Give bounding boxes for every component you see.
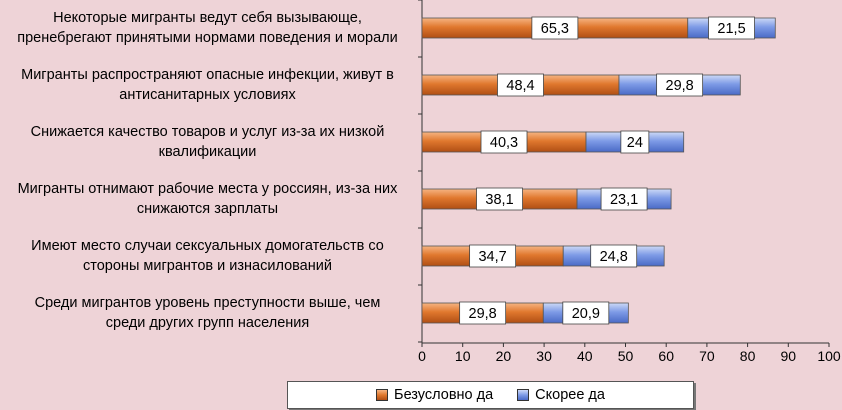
category-label: Имеют место случаи сексуальных домогател… xyxy=(31,238,384,274)
data-label: 29,8 xyxy=(666,78,694,94)
data-label: 40,3 xyxy=(490,135,518,151)
data-label-box xyxy=(469,244,517,268)
legend-swatch-blue xyxy=(517,389,530,401)
data-label-box xyxy=(476,187,523,211)
data-label: 29,8 xyxy=(469,306,497,322)
data-label: 24 xyxy=(627,135,643,151)
legend-item-series-1: Безусловно да xyxy=(376,387,493,403)
data-label: 21,5 xyxy=(717,21,745,37)
category-label: Некоторые мигранты ведут себя вызывающе,… xyxy=(17,10,398,46)
data-label-box xyxy=(562,301,610,325)
data-label-box xyxy=(708,16,755,40)
x-tick-label: 20 xyxy=(496,348,512,364)
data-label-box xyxy=(497,73,544,97)
x-tick-label: 60 xyxy=(658,348,674,364)
data-label-box xyxy=(459,301,507,325)
x-tick-label: 40 xyxy=(577,348,593,364)
data-label: 65,3 xyxy=(541,21,569,37)
bar-chart: 0 10 20 30 40 50 60 70 80 90 100 65,3 21,5 48,4 29,8 40… xyxy=(418,0,841,364)
category-label: Мигранты отнимают рабочие места у россия… xyxy=(17,181,398,217)
data-label: 20,9 xyxy=(572,306,600,322)
category-label: Мигранты распространяют опасные инфекции… xyxy=(21,67,394,103)
data-label-box xyxy=(600,187,648,211)
x-tick-label: 100 xyxy=(817,348,841,364)
category-label: Снижается качество товаров и услуг из-за… xyxy=(30,124,385,160)
data-label: 24,8 xyxy=(600,249,628,265)
legend-swatch-orange xyxy=(376,389,389,401)
data-label-box xyxy=(656,73,704,97)
data-label: 48,4 xyxy=(506,78,534,94)
data-label: 38,1 xyxy=(485,192,513,208)
legend-label: Скорее да xyxy=(535,387,605,403)
category-label: Среди мигрантов уровень преступности выш… xyxy=(34,295,381,331)
x-tick-label: 10 xyxy=(455,348,471,364)
data-label-box xyxy=(480,130,528,154)
x-tick-label: 90 xyxy=(781,348,797,364)
x-tick-label: 80 xyxy=(740,348,756,364)
x-tick-label: 70 xyxy=(699,348,715,364)
legend: Безусловно да Скорее да xyxy=(287,381,694,409)
x-tick-label: 30 xyxy=(536,348,552,364)
legend-label: Безусловно да xyxy=(394,387,494,403)
data-label: 23,1 xyxy=(610,192,638,208)
x-tick-label: 50 xyxy=(618,348,634,364)
legend-item-series-2: Скорее да xyxy=(517,387,605,403)
data-label: 34,7 xyxy=(478,249,506,265)
data-label-box xyxy=(590,244,638,268)
data-label-box xyxy=(620,130,650,154)
data-label-box xyxy=(531,16,579,40)
x-tick-label: 0 xyxy=(418,348,426,364)
